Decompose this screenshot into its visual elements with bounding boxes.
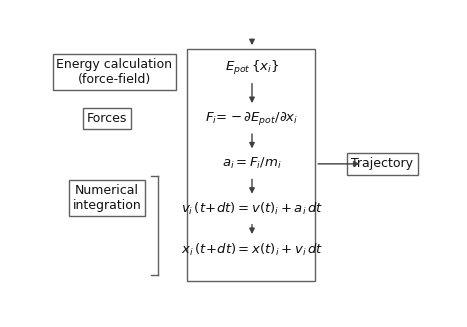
Text: $a_i = F_i/m_i$: $a_i = F_i/m_i$ <box>222 156 282 171</box>
Text: Numerical
integration: Numerical integration <box>73 184 142 212</box>
Bar <box>187 49 315 281</box>
Text: $v_i\,(t\!+\!dt) = v(t)_i + a_i\,dt$: $v_i\,(t\!+\!dt) = v(t)_i + a_i\,dt$ <box>181 201 323 217</box>
Text: Forces: Forces <box>87 112 127 125</box>
Text: $E_{pot}\,\{x_i\}$: $E_{pot}\,\{x_i\}$ <box>225 59 279 77</box>
Text: Energy calculation
(force-field): Energy calculation (force-field) <box>57 58 172 86</box>
Text: $F_i\!=\!-\partial E_{pot}/\partial x_i$: $F_i\!=\!-\partial E_{pot}/\partial x_i$ <box>205 110 298 127</box>
Text: Trajectory: Trajectory <box>351 157 413 170</box>
Text: $x_i\,(t\!+\!dt) = x(t)_i + v_i\,dt$: $x_i\,(t\!+\!dt) = x(t)_i + v_i\,dt$ <box>181 241 323 258</box>
